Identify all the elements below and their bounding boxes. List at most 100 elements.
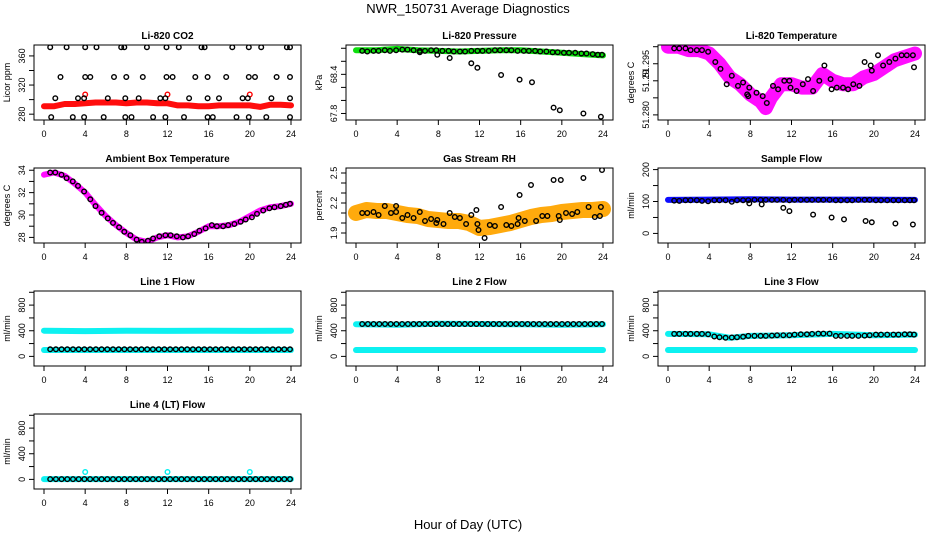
x-tick-label: 4 (83, 498, 88, 508)
data-point (92, 346, 99, 353)
plot-area (661, 45, 922, 116)
plot-area (348, 168, 611, 241)
data-point (774, 332, 781, 339)
data-point (434, 216, 441, 223)
data-point (287, 45, 293, 51)
data-point (740, 79, 747, 86)
data-point (911, 331, 918, 338)
data-point (717, 65, 724, 72)
panel-title: Line 3 Flow (764, 277, 819, 288)
panel-title: Ambient Box Temperature (105, 154, 230, 165)
data-point (875, 52, 882, 59)
data-point (189, 346, 196, 353)
y-tick-label: 400 (641, 323, 651, 338)
x-tick-label: 8 (124, 252, 129, 262)
data-point (762, 196, 769, 203)
y-tick-label: 800 (641, 298, 651, 313)
data-point (164, 469, 171, 476)
panel-title: Sample Flow (761, 154, 822, 165)
data-point (909, 52, 916, 59)
data-point (866, 196, 873, 203)
data-point (63, 45, 70, 51)
data-point (104, 95, 111, 102)
data-point (786, 77, 793, 84)
data-point (880, 62, 887, 69)
data-point (544, 212, 551, 219)
data-point (911, 64, 918, 71)
data-point (195, 476, 202, 483)
data-point (225, 222, 232, 229)
y-tick-label: 51.29 (641, 70, 651, 93)
data-point (104, 215, 111, 222)
data-point (156, 233, 163, 240)
x-tick-label: 0 (41, 129, 46, 139)
y-tick-label: 32 (17, 188, 27, 198)
data-point (572, 49, 579, 56)
data-point (204, 95, 211, 102)
data-point (87, 346, 94, 353)
data-point (109, 476, 116, 483)
y-tick-label: 400 (17, 323, 27, 338)
data-point (109, 219, 116, 226)
data-point (422, 321, 429, 328)
data-point (123, 73, 130, 80)
data-point (184, 476, 191, 483)
data-point (841, 216, 848, 223)
data-point (878, 331, 885, 338)
data-point (57, 73, 64, 80)
x-tick-label: 0 (353, 252, 358, 262)
data-point (92, 203, 99, 210)
x-tick-label: 8 (748, 252, 753, 262)
data-point (235, 476, 242, 483)
data-point (185, 233, 192, 240)
x-tick-label: 0 (41, 252, 46, 262)
data-point (410, 214, 417, 221)
data-point (416, 49, 423, 56)
data-point (263, 114, 270, 120)
data-point (780, 204, 787, 211)
plot-area (41, 327, 294, 353)
data-point (275, 346, 282, 353)
data-point (48, 114, 55, 120)
data-point (490, 321, 497, 328)
data-point (580, 110, 587, 117)
data-point (172, 476, 179, 483)
x-tick-label: 4 (707, 252, 712, 262)
x-tick-label: 20 (557, 375, 567, 385)
data-point (287, 200, 294, 207)
x-tick-label: 0 (353, 375, 358, 385)
data-point (833, 84, 840, 91)
data-point (143, 45, 150, 51)
data-point (775, 86, 782, 93)
data-point (175, 45, 182, 51)
data-point (269, 476, 276, 483)
data-point (64, 476, 71, 483)
data-point (271, 204, 278, 211)
data-point (364, 209, 371, 216)
data-point (508, 222, 515, 229)
data-point (167, 476, 174, 483)
data-point (387, 321, 394, 328)
x-tick-label: 16 (204, 498, 214, 508)
data-point (867, 62, 874, 69)
data-point (161, 476, 168, 483)
data-point (233, 114, 240, 120)
x-tick-label: 16 (828, 129, 838, 139)
data-point (597, 113, 604, 120)
x-tick-label: 4 (395, 375, 400, 385)
y-tick-label: 51.280 (641, 101, 651, 129)
x-tick-label: 20 (245, 375, 255, 385)
data-point (828, 214, 835, 221)
data-point (202, 225, 209, 232)
data-point (104, 346, 111, 353)
x-tick-label: 8 (124, 129, 129, 139)
x-tick-label: 12 (474, 129, 484, 139)
data-point (191, 230, 198, 237)
data-point (410, 321, 417, 328)
data-point (128, 114, 135, 120)
data-point (381, 202, 388, 209)
plot-box (657, 167, 926, 244)
data-point (283, 45, 290, 51)
y-tick-label: 0 (641, 354, 651, 359)
data-point (155, 476, 162, 483)
